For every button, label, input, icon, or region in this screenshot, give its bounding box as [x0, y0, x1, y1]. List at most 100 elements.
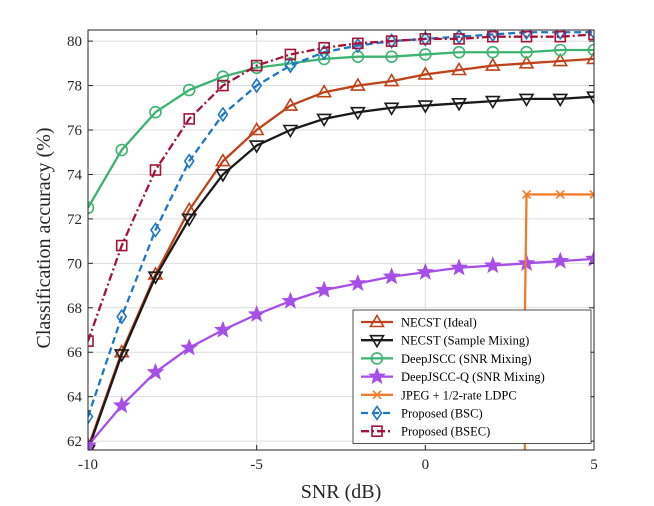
y-tick-label: 64: [67, 390, 83, 406]
grid: [87, 30, 595, 450]
legend-item: Proposed (BSEC): [361, 425, 490, 439]
legend-item: NECST (Ideal): [361, 313, 477, 330]
x-tick-label: 0: [422, 457, 430, 473]
data-point: [251, 77, 263, 94]
data-point: [419, 30, 431, 47]
x-axis-label: SNR (dB): [301, 481, 382, 503]
data-point: [521, 189, 532, 200]
data-point: [318, 41, 330, 54]
y-tick-label: 70: [67, 256, 82, 272]
series-2: [88, 43, 594, 215]
plot-frame: [87, 29, 595, 451]
data-point: [250, 59, 263, 72]
legend-item: DeepJSCC-Q (SNR Mixing): [361, 367, 545, 385]
series-line: [88, 33, 594, 342]
legend-marker: [372, 390, 382, 400]
data-point: [182, 83, 196, 97]
series-line: [88, 95, 594, 450]
data-point: [348, 273, 367, 291]
data-point: [349, 77, 366, 91]
data-point: [181, 213, 198, 227]
y-tick-label: 62: [67, 434, 82, 450]
legend-marker: [369, 313, 385, 328]
data-point: [383, 73, 400, 87]
data-point: [183, 153, 195, 170]
data-point: [115, 143, 129, 157]
series-line: [88, 31, 594, 418]
data-point: [483, 256, 502, 274]
data-point: [518, 55, 535, 69]
data-point: [554, 30, 567, 43]
data-point: [555, 189, 565, 200]
data-point: [315, 280, 334, 298]
legend-marker: [368, 367, 386, 385]
data-point: [453, 33, 465, 45]
data-point: [318, 44, 330, 61]
series-6: [88, 30, 594, 347]
y-tick-label: 68: [67, 301, 82, 317]
data-point: [520, 30, 533, 43]
y-tick-label: 80: [67, 34, 82, 50]
x-tick-label: -10: [78, 457, 98, 473]
legend-label: NECST (Sample Mixing): [401, 334, 529, 348]
data-point: [551, 251, 570, 269]
data-point: [180, 338, 199, 356]
data-point: [450, 258, 469, 276]
data-point: [587, 43, 594, 57]
data-point: [585, 249, 594, 267]
y-tick-label: 74: [67, 167, 83, 183]
data-point: [385, 50, 398, 63]
data-point: [183, 113, 195, 125]
data-point: [216, 70, 230, 83]
data-point: [518, 93, 535, 107]
data-point: [486, 45, 500, 59]
series-1: [88, 91, 594, 450]
data-point: [451, 98, 467, 112]
data-point: [282, 97, 299, 111]
data-point: [113, 349, 130, 363]
legend-marker: [369, 334, 385, 349]
data-point: [282, 124, 299, 139]
data-point: [553, 43, 567, 57]
data-point: [147, 271, 164, 285]
data-point: [552, 53, 569, 67]
legend-label: Proposed (BSC): [401, 407, 483, 421]
legend-marker: [371, 405, 383, 421]
data-point: [484, 95, 501, 110]
data-point: [352, 37, 364, 50]
data-point: [419, 48, 432, 61]
data-point: [484, 57, 501, 71]
data-point: [417, 100, 434, 114]
data-point: [284, 57, 296, 74]
data-point: [215, 169, 231, 183]
data-point: [316, 84, 333, 98]
y-tick-label: 76: [67, 123, 83, 139]
data-point: [588, 30, 594, 41]
x-tick-label: -5: [250, 457, 263, 473]
data-point: [385, 35, 398, 47]
legend-label: DeepJSCC (SNR Mixing): [401, 352, 532, 366]
y-axis-label: Classification accuracy (%): [33, 127, 55, 348]
data-point: [215, 153, 231, 167]
data-point: [452, 45, 466, 59]
data-point: [149, 164, 162, 176]
series-layer: [88, 30, 594, 450]
data-point: [383, 102, 400, 116]
data-point: [284, 48, 297, 61]
series-line: [88, 257, 594, 447]
data-point: [417, 66, 434, 80]
data-point: [146, 362, 165, 380]
data-point: [149, 105, 162, 119]
data-point: [217, 106, 229, 123]
series-line: [88, 57, 594, 449]
data-point: [248, 140, 265, 154]
legend-item: JPEG + 1/2-rate LDPC: [361, 388, 517, 402]
data-point: [382, 267, 401, 285]
data-point: [149, 222, 161, 238]
data-point: [248, 121, 265, 136]
y-tick-label: 66: [67, 345, 83, 361]
data-point: [451, 61, 467, 76]
data-point: [247, 305, 266, 323]
data-point: [88, 436, 97, 450]
